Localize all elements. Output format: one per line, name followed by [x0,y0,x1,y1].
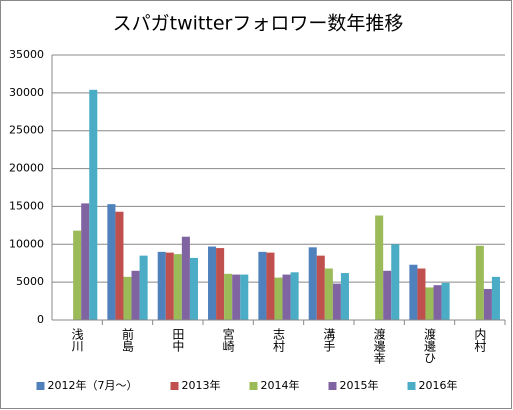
y-tick-label: 20000 [9,162,44,175]
bar [115,211,124,320]
bar [89,89,98,320]
x-tick-label: 渡邊ひ [423,327,437,364]
bar [433,285,442,320]
bar [332,283,341,320]
bar [383,270,392,320]
legend-swatch [407,382,416,390]
x-tick-label: 渡邊幸 [372,327,386,364]
legend-swatch [328,382,337,390]
x-tick-label: 内村 [473,328,487,352]
y-tick-label: 30000 [9,86,44,99]
bar [81,203,90,320]
bar [240,274,249,320]
bar [391,244,400,320]
legend-swatch [170,382,179,390]
bar [282,274,291,320]
bar [216,248,225,320]
x-tick-label: 志村 [272,328,286,352]
y-tick-label: 25000 [9,124,44,137]
y-tick-label: 35000 [9,48,44,61]
bar [157,251,166,320]
bar [232,274,241,320]
bar [483,288,492,320]
bar [107,204,116,320]
bar [73,230,82,320]
legend-label: 2016年 [419,378,458,392]
legend-label: 2012年（7月～） [48,378,138,392]
bar [324,268,333,320]
legend-swatch [249,382,258,390]
bar [208,246,217,320]
bar [340,273,349,320]
bar [425,287,434,320]
bar [290,272,299,320]
legend-label: 2013年 [182,378,221,392]
bar [224,273,233,320]
y-tick-label: 5000 [16,275,44,288]
bar [131,270,140,320]
bar [181,236,190,320]
y-tick-label: 0 [37,313,44,326]
bar [173,254,182,320]
bar [475,245,484,320]
x-tick-label: 前島 [121,327,135,353]
y-tick-label: 15000 [9,199,44,212]
x-tick-label: 浅川 [70,328,84,352]
legend-label: 2014年 [261,378,300,392]
y-tick-label: 10000 [9,237,44,250]
bar [375,215,384,320]
legend-swatch [36,382,45,390]
bar [266,252,275,320]
bar [258,251,267,320]
bar [441,282,450,320]
bar [189,257,198,320]
bar [308,247,317,320]
bar [274,277,283,320]
bar [491,276,500,320]
bar [139,255,148,320]
chart-title: スパガtwitterフォロワー数年推移 [113,13,404,35]
bar [165,252,174,320]
bar [417,268,426,320]
bar [123,276,132,320]
legend-label: 2015年 [340,378,379,392]
bar [409,264,418,320]
x-tick-label: 溝手 [322,328,336,352]
x-tick-label: 宮崎 [221,327,235,352]
x-tick-label: 田中 [171,328,185,352]
bar [316,255,325,320]
